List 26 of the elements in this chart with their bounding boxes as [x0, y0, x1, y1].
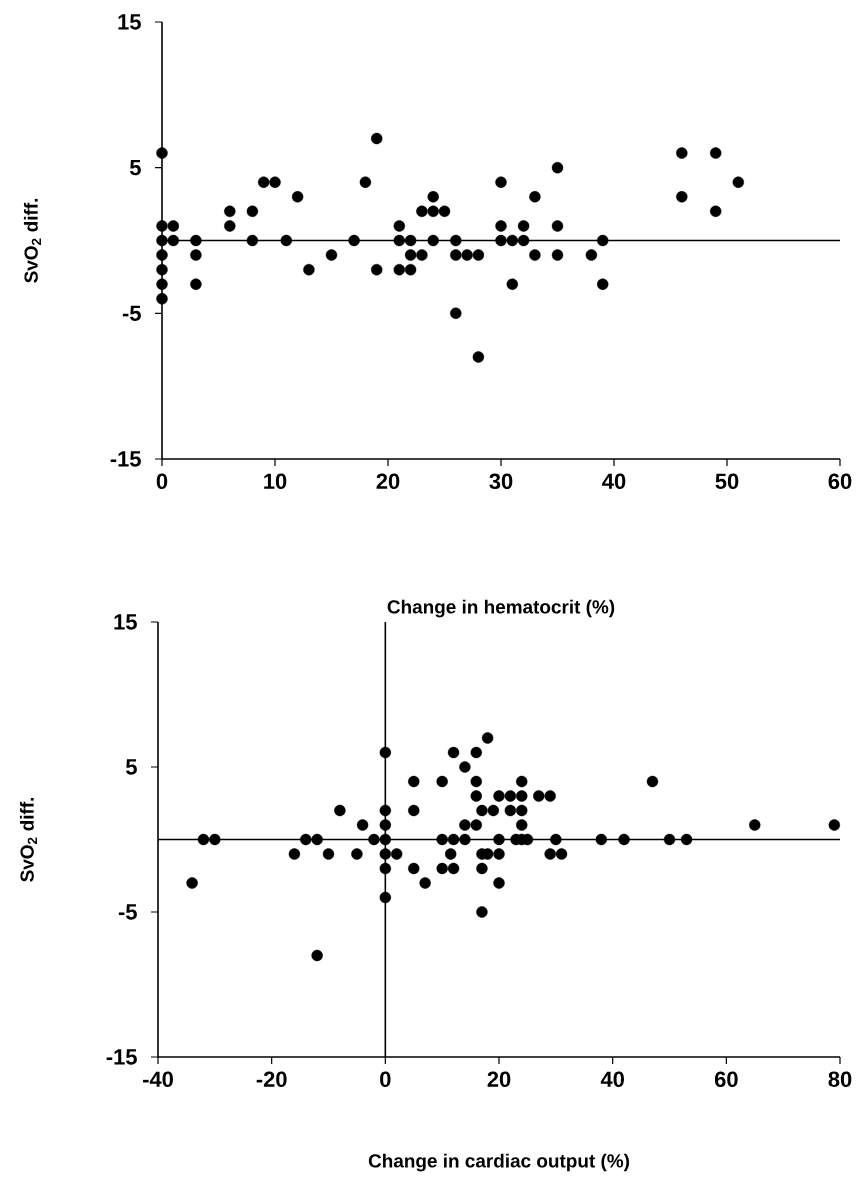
- x-tick-label: 20: [487, 1071, 511, 1088]
- y-tick-label: -15: [110, 451, 141, 467]
- x-tick-label: 50: [715, 473, 739, 490]
- y-axis-title: SvO$_{2}$ diff.: [19, 797, 37, 882]
- y-tick-label: 15: [114, 614, 137, 630]
- x-tick-label: 80: [828, 1071, 852, 1088]
- x-tick-label: 30: [489, 473, 513, 490]
- y-tick-label: -15: [106, 1049, 137, 1065]
- x-tick-label: 60: [828, 473, 852, 490]
- x-tick-label: 0: [380, 1071, 391, 1088]
- y-tick-label: -5: [118, 904, 137, 920]
- x-tick-label: 40: [602, 473, 626, 490]
- x-axis-title: Change in hematocrit (%): [387, 599, 615, 618]
- x-tick-label: 60: [714, 1071, 738, 1088]
- x-tick-label: -40: [143, 1071, 173, 1088]
- x-tick-label: 10: [264, 473, 287, 490]
- y-tick-label: 5: [125, 759, 137, 775]
- y-tick-label: 5: [129, 160, 141, 176]
- x-tick-label: -20: [256, 1071, 287, 1088]
- x-tick-label: 40: [600, 1071, 624, 1088]
- y-axis-title: SvO$_{2}$ diff.: [23, 198, 41, 283]
- x-tick-label: 0: [156, 473, 168, 490]
- y-tick-label: 15: [118, 14, 141, 30]
- x-tick-label: 20: [376, 473, 400, 490]
- x-axis-title: Change in cardiac output (%): [368, 1153, 629, 1172]
- y-tick-label: -5: [122, 305, 141, 321]
